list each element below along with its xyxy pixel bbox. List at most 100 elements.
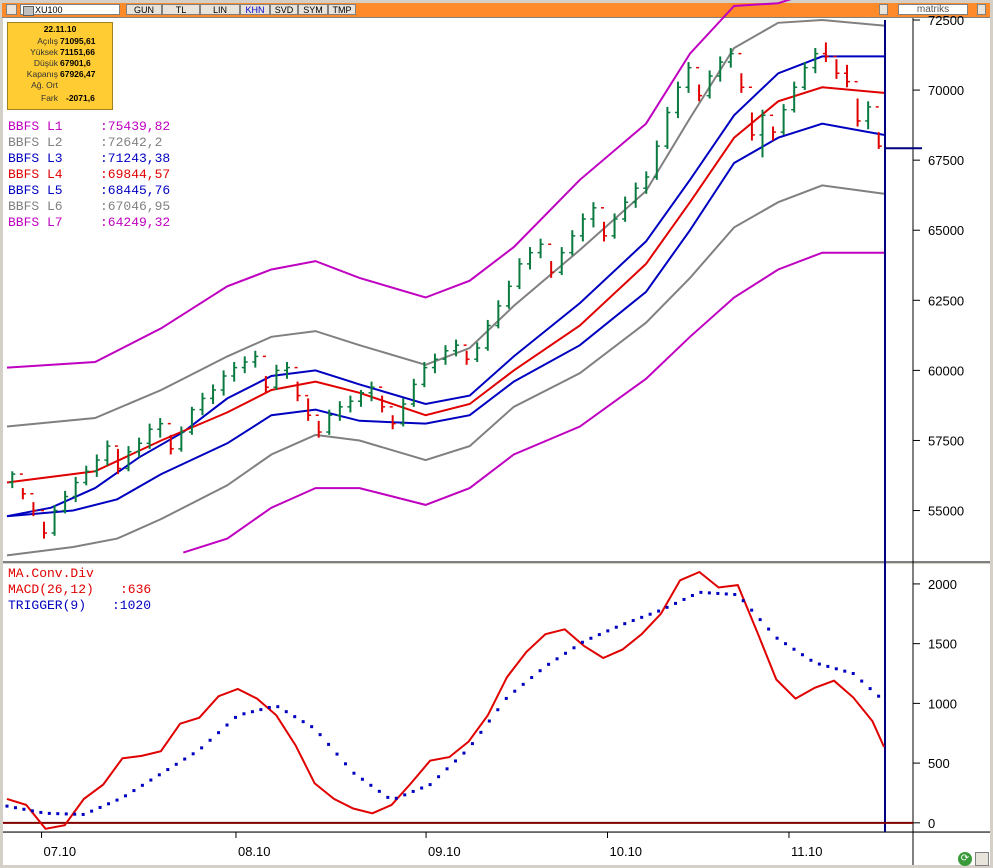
trigger-dot — [479, 730, 483, 734]
trigger-dot — [496, 708, 500, 712]
trigger-dot — [775, 636, 779, 640]
y-tick-label: 55000 — [928, 504, 964, 519]
trigger-dot — [445, 767, 449, 771]
trigger-dot — [403, 793, 407, 797]
trigger-dot — [208, 738, 212, 742]
trigger-dot — [733, 592, 737, 596]
symbol-icon — [23, 6, 34, 16]
macd-legend: MA.Conv.Div MACD(26,12):636 TRIGGER(9):1… — [8, 566, 152, 613]
info-label: Fark — [41, 93, 58, 103]
trigger-dot — [166, 768, 170, 772]
info-value: 71095,61 — [60, 36, 96, 46]
trigger-dot — [191, 752, 195, 756]
trigger-dot — [428, 783, 432, 787]
macd-y-tick-label: 0 — [928, 816, 935, 831]
trigger-dot — [420, 786, 424, 790]
trigger-dot — [784, 642, 788, 646]
lin-button[interactable]: LIN — [200, 4, 240, 15]
trigger-dot — [716, 591, 720, 595]
trigger-dot — [73, 812, 77, 816]
refresh-icon[interactable]: ⟳ — [958, 852, 972, 866]
macd-y-tick-label: 1500 — [928, 637, 957, 652]
minimize-icon[interactable] — [879, 4, 888, 15]
window-menu-icon[interactable] — [6, 4, 17, 15]
x-tick-label: 09.10 — [428, 844, 461, 859]
info-label: Yüksek — [30, 47, 58, 57]
trigger-dot — [631, 619, 635, 623]
trigger-dot — [657, 609, 661, 613]
trigger-dot — [690, 594, 694, 598]
trigger-dot — [343, 762, 347, 766]
trigger-dot — [868, 687, 872, 691]
symbol-field[interactable]: XU100 — [20, 4, 120, 16]
trigger-dot — [648, 612, 652, 616]
y-tick-label: 72500 — [928, 13, 964, 28]
trigger-dot — [513, 689, 517, 693]
trigger-dot — [242, 712, 246, 716]
trigger-dot — [487, 719, 491, 723]
trigger-dot — [183, 757, 187, 761]
y-tick-label: 60000 — [928, 363, 964, 378]
info-row-avg: Ağ. Ort — [8, 80, 112, 91]
info-value: 71151,66 — [60, 47, 95, 57]
trigger-dot — [564, 651, 568, 655]
trigger-dot — [741, 599, 745, 603]
trigger-dot — [809, 658, 813, 662]
trigger-dot — [454, 759, 458, 763]
trigger-dot — [437, 775, 441, 779]
khn-button[interactable]: KHN — [240, 4, 270, 15]
close-icon[interactable] — [977, 4, 986, 15]
trigger-dot — [200, 746, 204, 750]
trigger-dot — [81, 812, 85, 816]
trigger-dot — [225, 723, 229, 727]
trigger-dot — [699, 590, 703, 594]
y-tick-label: 57500 — [928, 433, 964, 448]
trigger-dot — [640, 615, 644, 619]
info-value: 67901,6 — [60, 58, 91, 68]
trigger-dot — [597, 633, 601, 637]
sym-button[interactable]: SYM — [298, 4, 328, 15]
trigger-dot — [758, 618, 762, 622]
tl-button[interactable]: TL — [162, 4, 200, 15]
chart-toolbar: XU100 GUN TL LIN KHN SVD SYM TMP matriks — [2, 3, 990, 18]
info-value: -2071,6 — [66, 93, 95, 103]
trigger-dot — [174, 762, 178, 766]
macd-y-tick-label: 500 — [928, 756, 950, 771]
trigger-dot — [470, 742, 474, 746]
x-tick-label: 07.10 — [44, 844, 77, 859]
info-row-low: Düşük 67901,6 — [8, 58, 112, 69]
trigger-dot — [22, 807, 26, 811]
trigger-dot — [327, 742, 331, 746]
y-tick-label: 65000 — [928, 223, 964, 238]
gun-button[interactable]: GUN — [126, 4, 162, 15]
x-tick-label: 11.10 — [791, 844, 823, 859]
trigger-dot — [834, 667, 838, 671]
y-tick-label: 67500 — [928, 153, 964, 168]
trigger-dot — [504, 696, 508, 700]
trigger-dot — [369, 783, 373, 787]
info-label: Kapanış — [26, 69, 58, 79]
info-label: Ağ. Ort — [31, 80, 58, 90]
tmp-button[interactable]: TMP — [328, 4, 356, 15]
trigger-dot — [767, 627, 771, 631]
trigger-dot — [157, 773, 161, 777]
band-line-bbfs-l3 — [6, 55, 884, 518]
trigger-dot — [538, 669, 542, 673]
y-tick-label: 62500 — [928, 293, 964, 308]
trigger-dot — [13, 806, 17, 810]
trigger-dot — [149, 778, 153, 782]
trigger-dot — [851, 672, 855, 676]
trigger-dot — [462, 751, 466, 755]
info-value: 67926,47 — [60, 69, 96, 79]
info-date: 22.11.10 — [43, 24, 77, 34]
trigger-dot — [98, 805, 102, 809]
trigger-dot — [860, 679, 864, 683]
band-line-bbfs-l1 — [6, 0, 792, 369]
ohlc-info-box: 22.11.10 Açılış 71095,61 Yüksek 71151,66 D… — [7, 22, 113, 110]
panel-toggle-icon[interactable] — [975, 852, 989, 866]
trigger-dot — [750, 608, 754, 612]
svd-button[interactable]: SVD — [270, 4, 298, 15]
trigger-dot — [707, 591, 711, 595]
